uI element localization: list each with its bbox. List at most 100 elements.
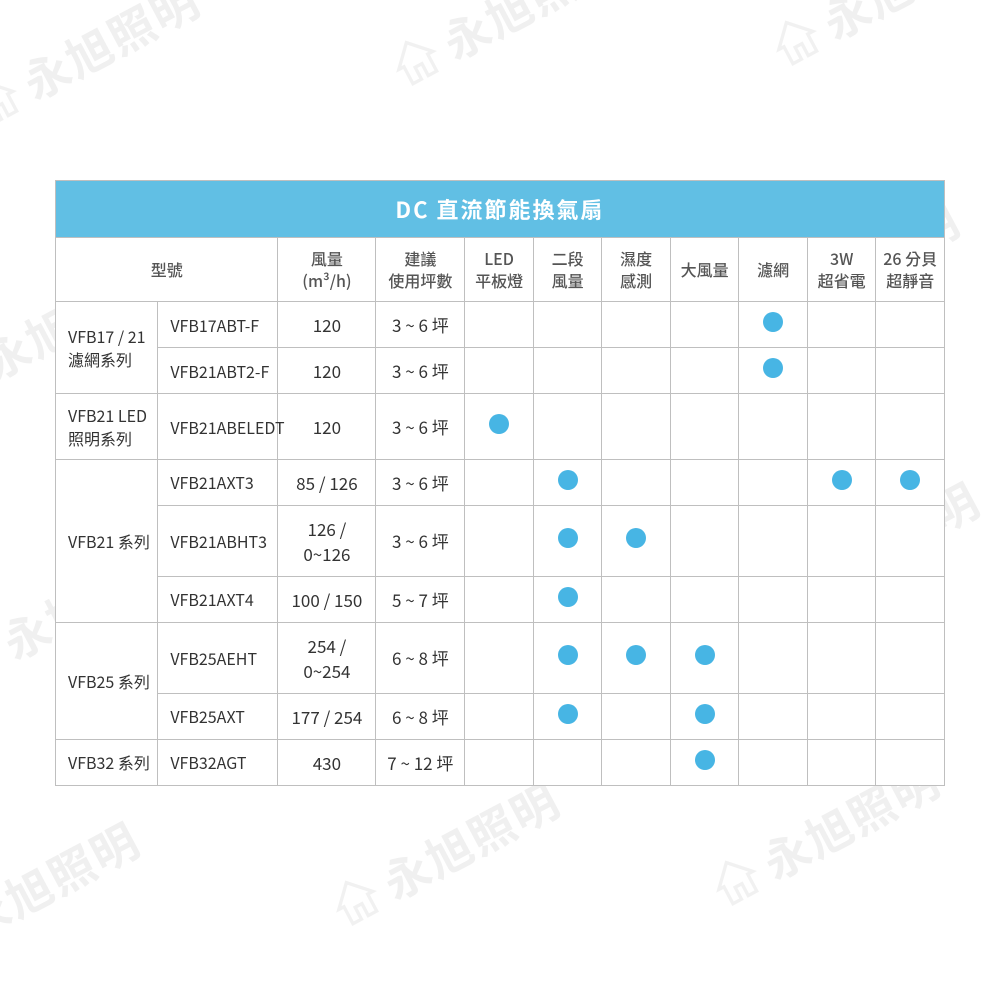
feature-cell-1 [533,576,602,622]
watermark: 永旭照明 [0,805,151,981]
feature-cell-2 [602,739,671,785]
airflow-cell: 100 / 150 [278,576,376,622]
airflow-cell: 126 / 0~126 [278,505,376,576]
feature-cell-5 [807,459,876,505]
table-body: VFB17 / 21濾網系列VFB17ABT-F1203 ~ 6 坪VFB21A… [56,302,945,786]
feature-cell-6 [876,302,945,348]
model-cell: VFB25AXT [158,693,278,739]
feature-cell-3 [670,348,739,394]
feature-dot-icon [763,312,783,332]
feature-cell-1 [533,505,602,576]
area-cell: 6 ~ 8 坪 [376,693,465,739]
feature-cell-0 [465,693,534,739]
area-cell: 3 ~ 6 坪 [376,302,465,348]
feature-cell-4 [739,693,808,739]
feature-cell-6 [876,739,945,785]
table-row: VFB25 系列VFB25AEHT254 / 0~2546 ~ 8 坪 [56,622,945,693]
feature-cell-1 [533,739,602,785]
feature-cell-1 [533,302,602,348]
feature-dot-icon [558,470,578,490]
feature-cell-5 [807,348,876,394]
col-header-feature-5: 3W超省電 [807,238,876,302]
feature-dot-icon [626,645,646,665]
feature-dot-icon [558,704,578,724]
feature-cell-2 [602,459,671,505]
series-cell: VFB17 / 21濾網系列 [56,302,158,394]
col-header-feature-6: 26 分貝超靜音 [876,238,945,302]
feature-dot-icon [832,470,852,490]
feature-cell-6 [876,394,945,460]
feature-dot-icon [695,704,715,724]
col-header-area: 建議使用坪數 [376,238,465,302]
airflow-cell: 177 / 254 [278,693,376,739]
feature-cell-0 [465,739,534,785]
area-cell: 5 ~ 7 坪 [376,576,465,622]
series-cell: VFB25 系列 [56,622,158,739]
feature-cell-0 [465,576,534,622]
area-cell: 3 ~ 6 坪 [376,394,465,460]
model-cell: VFB21AXT4 [158,576,278,622]
watermark: 永旭照明 [319,765,571,941]
feature-dot-icon [900,470,920,490]
feature-cell-0 [465,505,534,576]
area-cell: 6 ~ 8 坪 [376,622,465,693]
col-header-feature-3: 大風量 [670,238,739,302]
feature-cell-3 [670,693,739,739]
feature-cell-4 [739,576,808,622]
table-row: VFB25AXT177 / 2546 ~ 8 坪 [56,693,945,739]
feature-cell-5 [807,505,876,576]
feature-cell-0 [465,394,534,460]
feature-cell-2 [602,576,671,622]
col-header-feature-0: LED平板燈 [465,238,534,302]
model-cell: VFB21AXT3 [158,459,278,505]
col-header-feature-1: 二段風量 [533,238,602,302]
model-cell: VFB21ABHT3 [158,505,278,576]
feature-dot-icon [558,528,578,548]
col-header-model: 型號 [56,238,278,302]
feature-cell-4 [739,505,808,576]
feature-cell-1 [533,622,602,693]
feature-cell-6 [876,505,945,576]
feature-cell-1 [533,348,602,394]
feature-cell-5 [807,302,876,348]
feature-cell-5 [807,622,876,693]
model-cell: VFB21ABT2-F [158,348,278,394]
series-cell: VFB21 系列 [56,459,158,622]
feature-cell-6 [876,576,945,622]
table-title: DC 直流節能換氣扇 [56,181,945,238]
feature-cell-4 [739,739,808,785]
feature-cell-3 [670,622,739,693]
feature-cell-3 [670,394,739,460]
table-row: VFB32 系列VFB32AGT4307 ~ 12 坪 [56,739,945,785]
spec-table: DC 直流節能換氣扇 型號 風量(m³/h) 建議使用坪數 LED平板燈二段風量… [55,180,945,786]
feature-cell-5 [807,739,876,785]
table-row: VFB21 LED照明系列VFB21ABELEDT1203 ~ 6 坪 [56,394,945,460]
feature-cell-3 [670,459,739,505]
airflow-cell: 120 [278,302,376,348]
feature-cell-5 [807,576,876,622]
feature-cell-0 [465,302,534,348]
col-header-airflow: 風量(m³/h) [278,238,376,302]
feature-dot-icon [558,645,578,665]
feature-cell-1 [533,459,602,505]
airflow-cell: 120 [278,394,376,460]
area-cell: 3 ~ 6 坪 [376,348,465,394]
model-cell: VFB25AEHT [158,622,278,693]
feature-cell-4 [739,348,808,394]
airflow-cell: 85 / 126 [278,459,376,505]
content-wrapper: DC 直流節能換氣扇 型號 風量(m³/h) 建議使用坪數 LED平板燈二段風量… [0,0,1000,786]
model-cell: VFB21ABELEDT [158,394,278,460]
airflow-cell: 430 [278,739,376,785]
feature-cell-4 [739,622,808,693]
feature-cell-6 [876,693,945,739]
series-cell: VFB32 系列 [56,739,158,785]
col-header-feature-4: 濾網 [739,238,808,302]
feature-cell-2 [602,302,671,348]
table-row: VFB21AXT4100 / 1505 ~ 7 坪 [56,576,945,622]
feature-cell-6 [876,622,945,693]
airflow-cell: 254 / 0~254 [278,622,376,693]
feature-cell-5 [807,693,876,739]
feature-cell-0 [465,459,534,505]
feature-cell-2 [602,693,671,739]
feature-dot-icon [695,645,715,665]
